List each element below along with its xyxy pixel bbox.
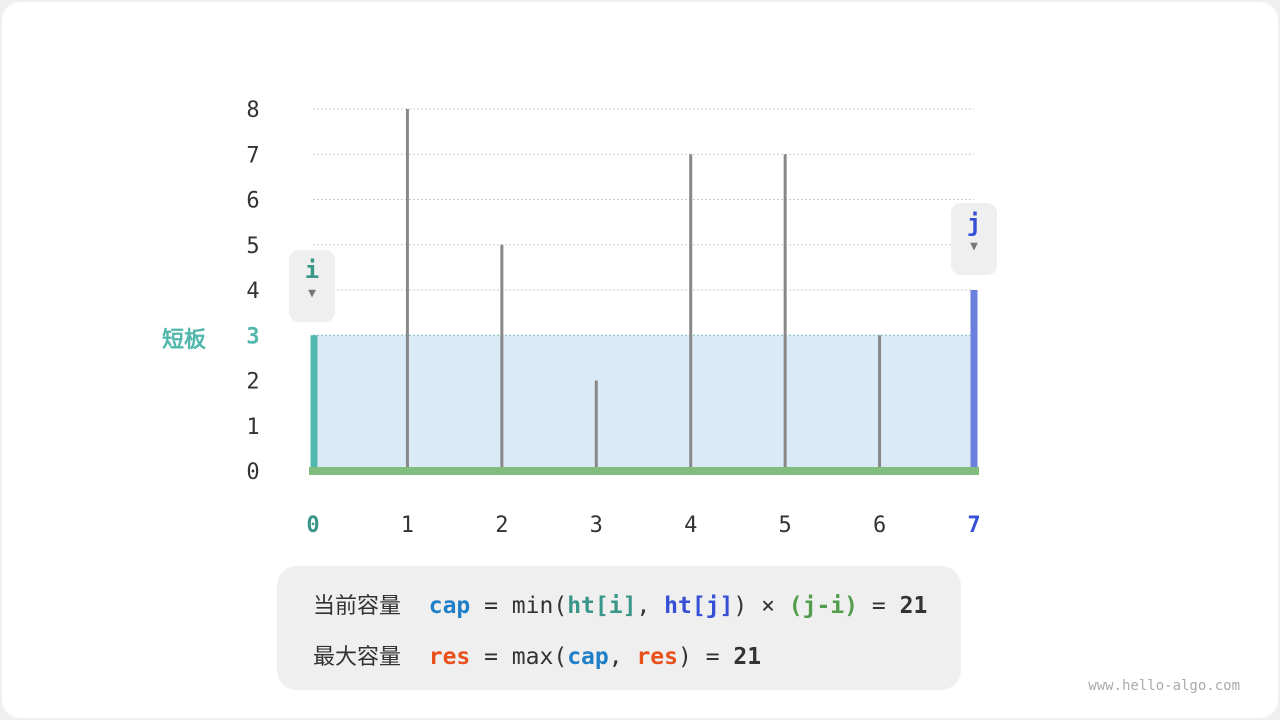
formula-label: 最大容量: [313, 645, 402, 670]
text: = max(: [470, 644, 568, 670]
x-tick-label: 1: [401, 513, 414, 538]
pointer-i: i ▼: [289, 250, 335, 322]
formula-line-res: 最大容量 res = max(cap, res) = 21: [313, 639, 761, 671]
cap-value: 21: [899, 593, 928, 619]
var-res: res: [636, 644, 678, 670]
x-tick-label: 3: [590, 513, 603, 538]
text: =: [858, 593, 900, 619]
pointer-i-label: i: [304, 256, 320, 284]
res-value: 21: [733, 644, 762, 670]
x-tick-label: 5: [779, 513, 792, 538]
var-cap: cap: [428, 593, 471, 619]
y-tick-label: 5: [246, 234, 259, 259]
watermark: www.hello-algo.com: [1088, 678, 1240, 694]
text: ,: [636, 593, 665, 619]
formula-panel: 当前容量 cap = min(ht[i], ht[j]) × (j-i) = 2…: [277, 566, 961, 690]
pointer-j: j ▼: [951, 203, 997, 275]
formula-label: 当前容量: [313, 594, 402, 619]
bar-3: [594, 380, 598, 471]
water-area: [313, 335, 975, 471]
bar-7: [970, 290, 978, 471]
y-tick-label: 0: [246, 460, 259, 485]
var-ht-j: ht[j]: [664, 593, 734, 619]
var-cap: cap: [567, 644, 609, 670]
bar-0: [310, 335, 318, 471]
y-tick-label: 7: [246, 143, 259, 168]
arrow-down-icon: ▼: [970, 239, 978, 254]
x-tick-label: 0: [306, 513, 319, 538]
bar-6: [878, 335, 882, 471]
bar-2: [500, 244, 504, 471]
bar-5: [783, 154, 787, 471]
x-tick-label: 6: [873, 513, 886, 538]
short-board-label: 短板: [162, 328, 207, 353]
y-tick-label: 8: [246, 98, 259, 123]
baseline: [309, 467, 980, 475]
text: ) =: [678, 644, 734, 670]
var-res: res: [428, 644, 471, 670]
x-tick-label: 7: [967, 513, 980, 538]
formula-line-cap: 当前容量 cap = min(ht[i], ht[j]) × (j-i) = 2…: [313, 588, 927, 620]
y-tick-label: 2: [246, 370, 259, 395]
y-tick-label: 1: [246, 415, 259, 440]
x-tick-label: 4: [684, 513, 697, 538]
var-ht-i: ht[i]: [567, 593, 637, 619]
var-j-minus-i: (j-i): [788, 593, 859, 619]
bar-1: [405, 109, 409, 471]
bar-4: [689, 154, 693, 471]
y-tick-label: 3: [246, 324, 259, 349]
x-tick-label: 2: [495, 513, 508, 538]
text: = min(: [470, 593, 568, 619]
text: ) ×: [733, 593, 789, 619]
y-tick-label: 4: [246, 279, 259, 304]
pointer-j-label: j: [966, 209, 982, 237]
text: ,: [608, 644, 637, 670]
arrow-down-icon: ▼: [308, 286, 316, 301]
y-tick-label: 6: [246, 189, 259, 214]
container-chart: 0 1 2 3 4 5 6 7 8 0 1 2 3 4 5 6 7: [246, 98, 980, 538]
